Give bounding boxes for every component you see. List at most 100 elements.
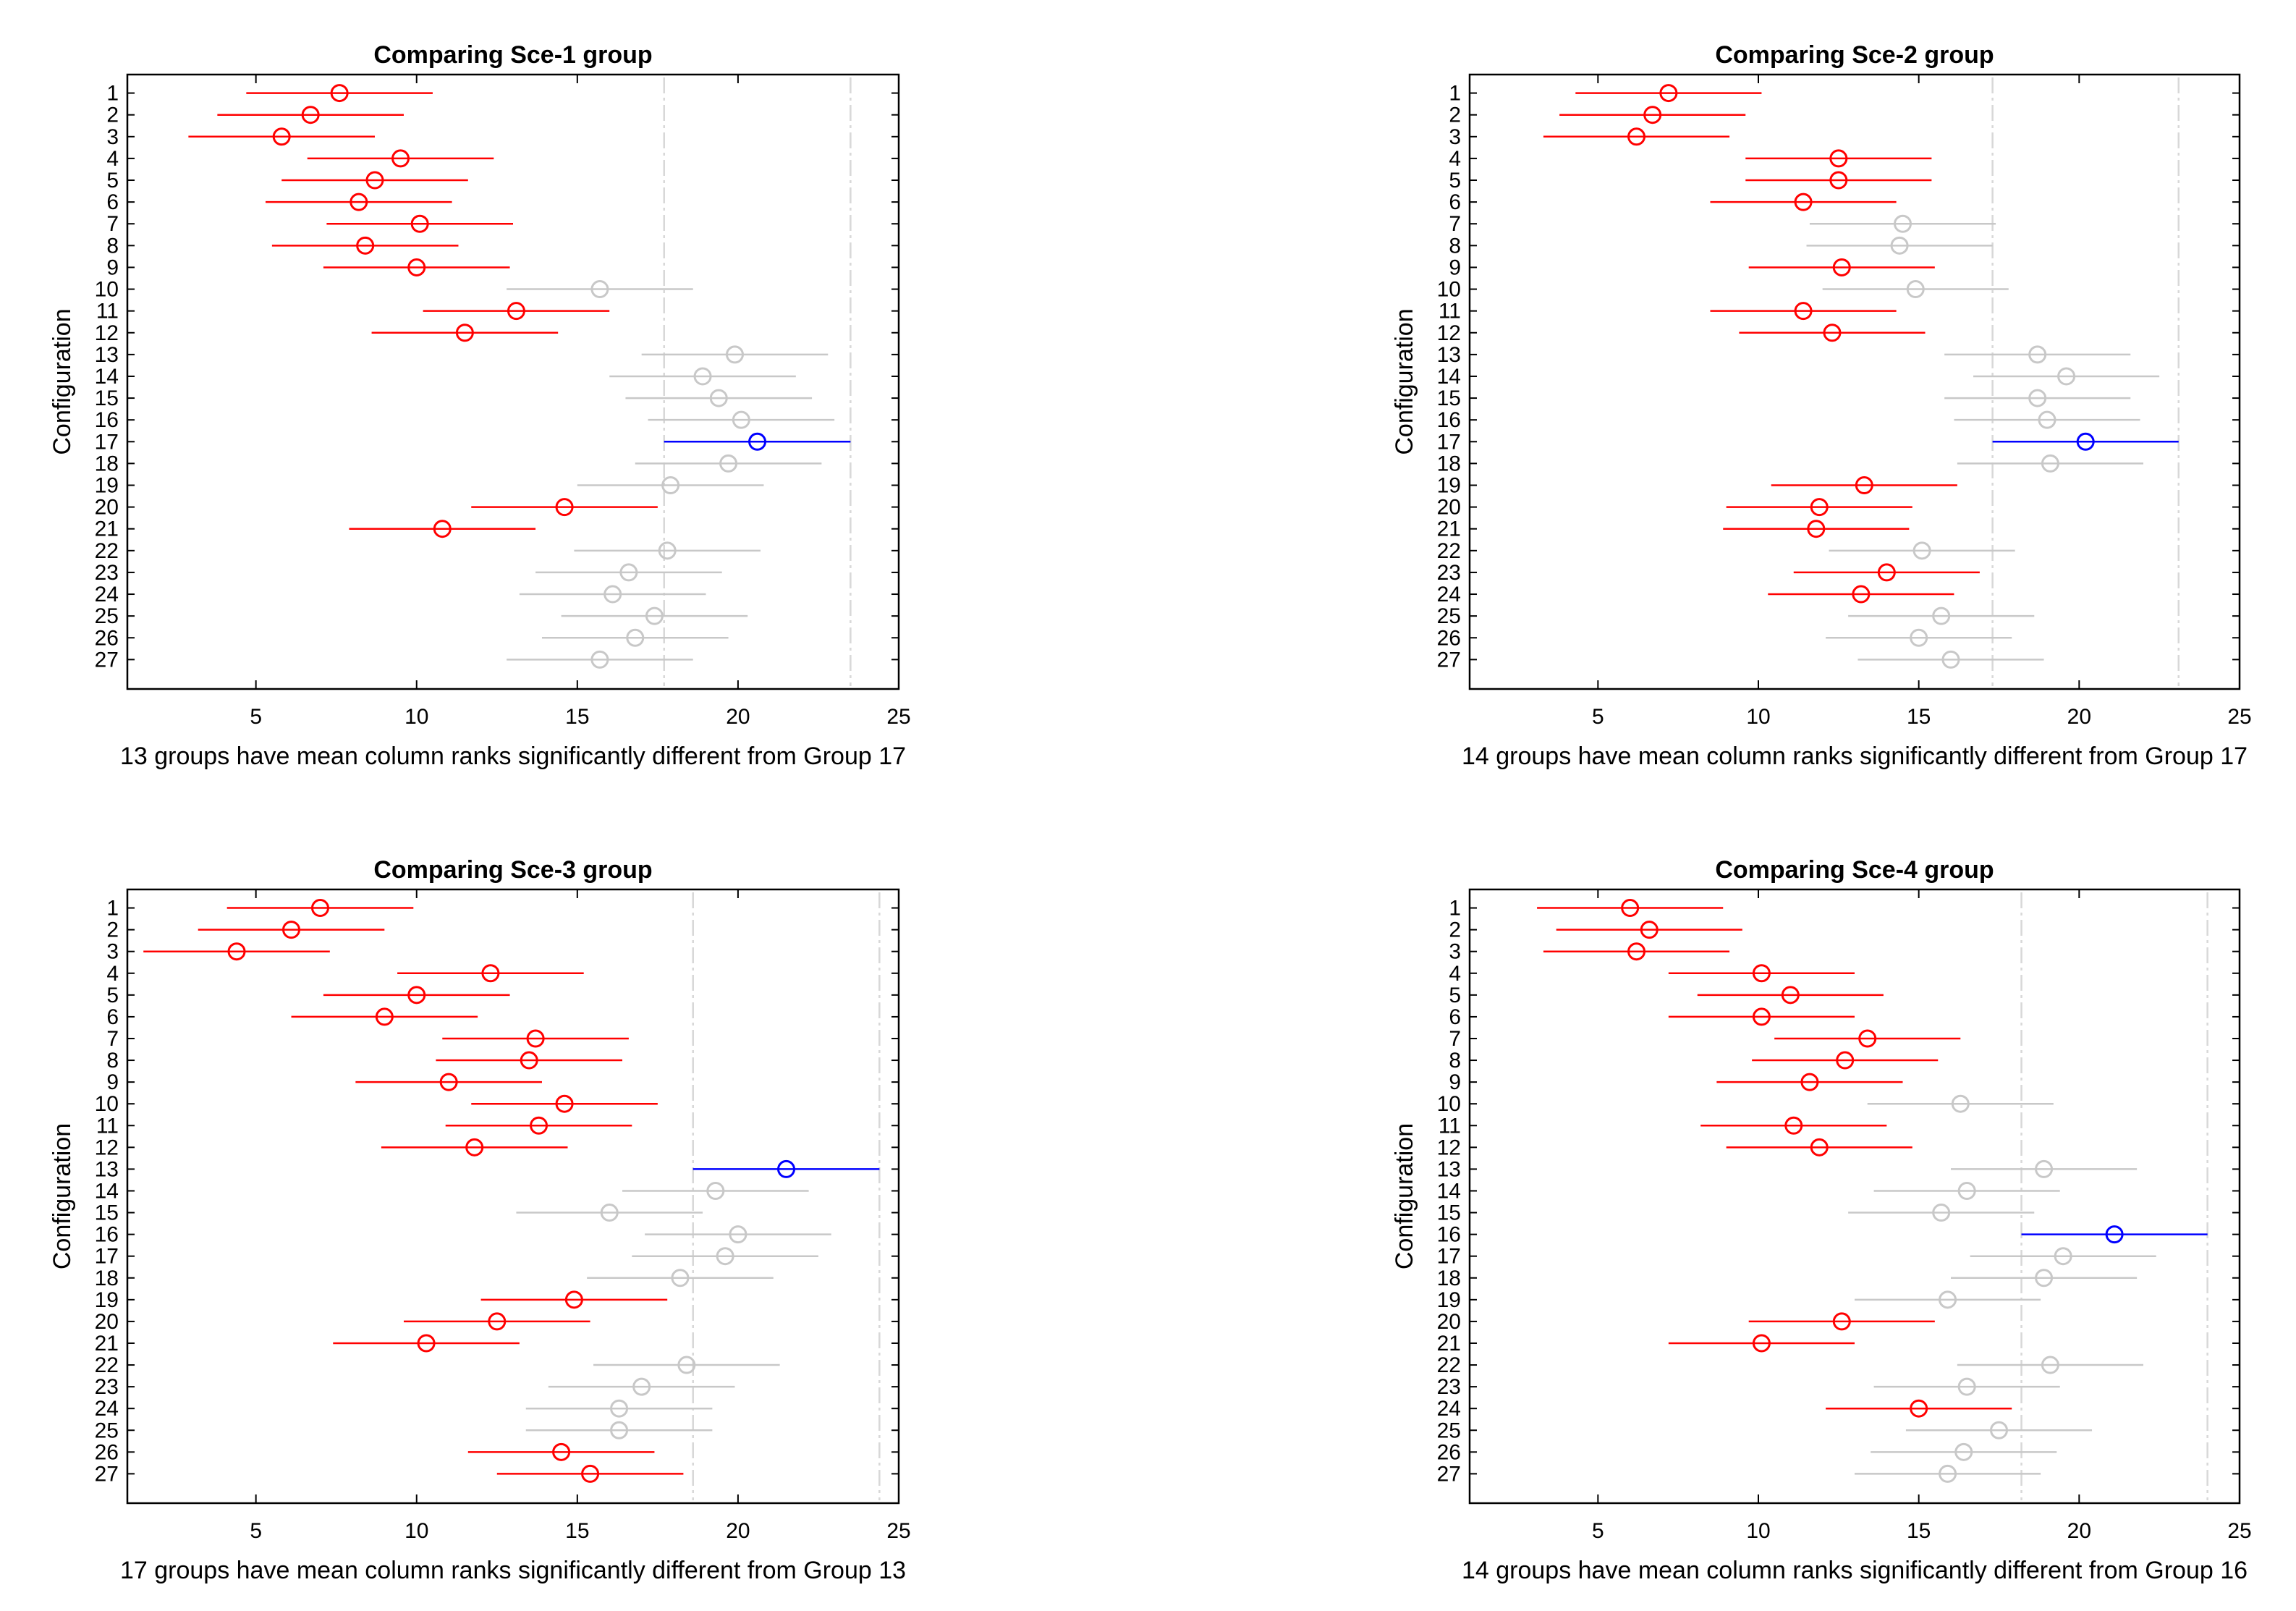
mean-marker-group-23: [619, 563, 638, 582]
y-tick-label: 18: [95, 452, 119, 475]
axes-frame: [126, 73, 900, 690]
mean-marker-group-7: [1858, 1029, 1877, 1048]
y-tick-label: 25: [1437, 604, 1461, 628]
chart-plot: Comparing Sce-2 group Configuration 14 g…: [1391, 41, 2252, 770]
y-tick-label: 10: [95, 278, 119, 302]
chart-plot: Comparing Sce-3 group Configuration 17 g…: [48, 856, 911, 1584]
y-tick-label: 19: [1437, 1288, 1461, 1312]
y-tick-label: 2: [1449, 918, 1461, 942]
mean-marker-group-13: [725, 345, 744, 364]
x-tick-label: 10: [404, 1519, 428, 1543]
x-tick-label: 15: [1907, 1519, 1931, 1543]
mean-marker-group-5: [365, 171, 384, 190]
y-tick-label: 11: [96, 300, 119, 324]
y-tick-label: 18: [95, 1267, 119, 1290]
mean-marker-group-21: [433, 520, 452, 538]
mean-marker-group-18: [671, 1269, 690, 1287]
mean-marker-group-24: [1852, 585, 1871, 604]
mean-marker-group-11: [507, 302, 525, 321]
chart-title: Comparing Sce-1 group: [373, 41, 652, 69]
x-tick-label: 10: [404, 705, 428, 729]
y-tick-label: 12: [95, 1136, 119, 1159]
mean-marker-group-24: [603, 585, 622, 604]
y-tick-label: 25: [95, 604, 119, 628]
mean-marker-group-8: [520, 1051, 538, 1070]
y-tick-label: 10: [1437, 1092, 1461, 1116]
y-tick-label: 7: [106, 1027, 119, 1051]
y-tick-label: 23: [1437, 1375, 1461, 1399]
mean-marker-group-19: [1939, 1290, 1957, 1309]
chart-panel-sce1: Comparing Sce-1 group Configuration 13 g…: [0, 0, 941, 782]
x-tick-label: 5: [1592, 705, 1604, 729]
mean-marker-group-8: [356, 236, 375, 255]
y-tick-label: 8: [1449, 234, 1461, 258]
y-tick-label: 17: [1437, 430, 1461, 454]
y-tick-label: 12: [1437, 1136, 1461, 1159]
y-tick-label: 9: [1449, 255, 1461, 279]
y-tick-label: 20: [1437, 496, 1461, 520]
mean-marker-group-15: [1932, 1204, 1951, 1222]
y-tick-label: 26: [95, 626, 119, 650]
mean-marker-group-20: [488, 1312, 507, 1331]
y-tick-label: 3: [1449, 940, 1461, 964]
mean-marker-group-16: [2105, 1225, 2124, 1244]
y-tick-label: 5: [106, 169, 119, 193]
y-tick-label: 8: [1449, 1049, 1461, 1073]
y-tick-label: 14: [1437, 365, 1461, 389]
y-tick-label: 3: [106, 940, 119, 964]
mean-marker-group-26: [1910, 628, 1928, 647]
y-tick-label: 17: [95, 1245, 119, 1269]
mean-marker-group-20: [555, 498, 574, 517]
mean-marker-group-25: [1932, 606, 1951, 625]
mean-marker-group-9: [407, 258, 426, 276]
y-tick-label: 23: [95, 1375, 119, 1399]
mean-marker-group-27: [581, 1464, 600, 1483]
axes-frame: [1468, 888, 2241, 1505]
y-tick-label: 4: [106, 147, 119, 171]
mean-marker-group-15: [709, 389, 728, 407]
chart-panel-sce4: Comparing Sce-4 group Configuration 14 g…: [1342, 812, 2283, 1594]
y-tick-label: 20: [1437, 1310, 1461, 1334]
mean-marker-group-2: [301, 106, 320, 124]
mean-marker-group-27: [590, 650, 609, 669]
mean-marker-group-15: [600, 1204, 619, 1222]
y-tick-label: 6: [1449, 1005, 1461, 1029]
y-axis-label: Configuration: [48, 308, 76, 454]
y-tick-label: 15: [1437, 386, 1461, 410]
mean-marker-group-21: [417, 1334, 436, 1353]
mean-marker-group-26: [626, 628, 645, 647]
mean-marker-group-9: [439, 1073, 458, 1091]
y-tick-label: 20: [95, 496, 119, 520]
y-tick-label: 24: [1437, 1397, 1461, 1421]
y-tick-label: 1: [1449, 82, 1461, 106]
y-axis-label: Configuration: [48, 1123, 76, 1269]
y-tick-label: 26: [95, 1440, 119, 1464]
y-tick-label: 22: [95, 539, 119, 563]
y-tick-label: 21: [1437, 1332, 1461, 1356]
y-tick-label: 17: [1437, 1245, 1461, 1269]
x-axis-label: 14 groups have mean column ranks signifi…: [1462, 743, 2248, 770]
y-tick-label: 4: [1449, 962, 1461, 986]
y-axis-label: Configuration: [1391, 308, 1418, 454]
mean-marker-group-7: [410, 214, 429, 233]
y-tick-label: 10: [95, 1092, 119, 1116]
y-axis-label: Configuration: [1391, 1123, 1418, 1269]
mean-marker-group-3: [1627, 127, 1646, 146]
y-tick-label: 22: [95, 1353, 119, 1377]
mean-marker-group-23: [1957, 1377, 1976, 1396]
mean-marker-group-11: [1794, 302, 1813, 321]
y-tick-label: 15: [95, 1201, 119, 1225]
y-tick-label: 15: [95, 386, 119, 410]
x-tick-label: 20: [726, 1519, 750, 1543]
mean-marker-group-10: [590, 280, 609, 299]
y-tick-label: 12: [95, 321, 119, 345]
y-tick-label: 3: [106, 125, 119, 149]
x-tick-label: 25: [2227, 1519, 2251, 1543]
mean-marker-group-26: [552, 1442, 571, 1461]
y-tick-label: 4: [106, 962, 119, 986]
chart-plot: Comparing Sce-1 group Configuration 13 g…: [48, 41, 911, 770]
mean-marker-group-13: [777, 1159, 796, 1178]
mean-marker-group-1: [330, 84, 349, 103]
mean-marker-group-6: [1752, 1007, 1771, 1026]
y-tick-label: 2: [106, 103, 119, 127]
